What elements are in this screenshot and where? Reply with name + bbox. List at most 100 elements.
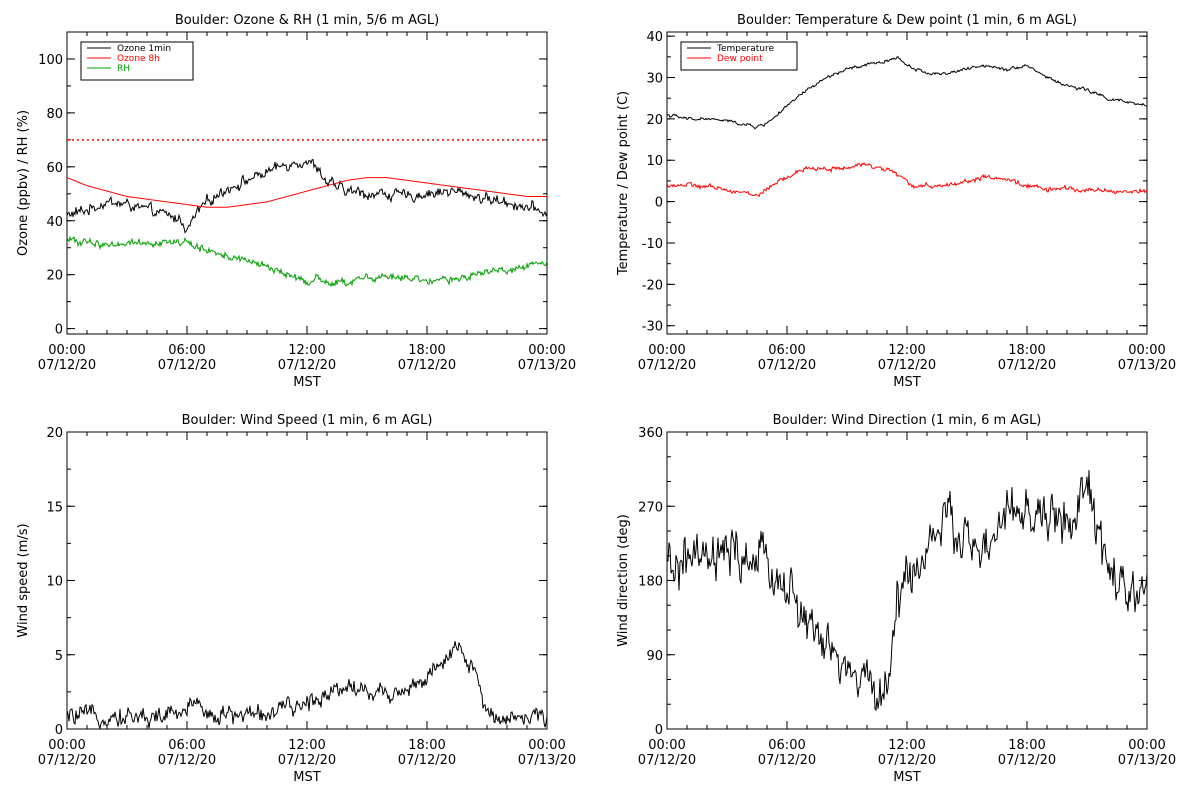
- y-tick-label: 0: [55, 323, 63, 338]
- chart-title: Boulder: Ozone & RH (1 min, 5/6 m AGL): [175, 13, 439, 28]
- chart-title: Boulder: Wind Speed (1 min, 6 m AGL): [182, 413, 433, 428]
- y-tick-label: 90: [646, 649, 663, 664]
- x-axis-label: MST: [893, 770, 920, 785]
- series-line-rh: [66, 235, 548, 288]
- y-tick-label: 0: [655, 196, 663, 211]
- y-tick-label: 20: [46, 426, 63, 441]
- x-tick-label-time: 18:00: [1008, 738, 1045, 753]
- y-tick-label: 10: [646, 154, 663, 169]
- x-tick-label-date: 07/12/20: [398, 753, 456, 768]
- x-axis-label: MST: [293, 375, 320, 390]
- series-line-ozone-1min: [66, 158, 548, 234]
- x-tick-label-time: 00:00: [1128, 343, 1165, 358]
- y-tick-label: -10: [642, 237, 663, 252]
- legend-label: RH: [117, 64, 130, 74]
- x-tick-label-time: 18:00: [408, 738, 445, 753]
- series-line-wind-direction: [666, 470, 1148, 712]
- y-tick-label: 180: [638, 575, 663, 590]
- x-tick-label-date: 07/12/20: [398, 358, 456, 373]
- y-tick-label: 80: [46, 107, 63, 122]
- x-tick-label-time: 06:00: [168, 738, 205, 753]
- chart-panel-ozone: Boulder: Ozone & RH (1 min, 5/6 m AGL) 0 2…: [16, 13, 576, 390]
- x-tick-label-date: 07/12/20: [758, 753, 816, 768]
- y-axis-label: Wind speed (m/s): [16, 523, 31, 637]
- x-tick-label-date: 07/12/20: [758, 358, 816, 373]
- y-axis-label: Temperature / Dew point (C): [616, 91, 631, 276]
- x-tick-label-time: 06:00: [168, 343, 205, 358]
- y-tick-label: 360: [638, 426, 663, 441]
- legend-label: Dew point: [717, 54, 763, 64]
- series-line-wind-speed: [66, 641, 548, 730]
- x-tick-label-date: 07/12/20: [638, 358, 696, 373]
- y-tick-label: 270: [638, 500, 663, 515]
- x-tick-label-date: 07/12/20: [878, 753, 936, 768]
- x-tick-label-time: 00:00: [648, 738, 685, 753]
- x-tick-label-date: 07/12/20: [278, 753, 336, 768]
- y-tick-label: 15: [46, 500, 63, 515]
- x-tick-label-date: 07/12/20: [998, 753, 1056, 768]
- x-tick-label-time: 00:00: [648, 343, 685, 358]
- x-tick-label-date: 07/12/20: [998, 358, 1056, 373]
- series-line-temperature: [666, 56, 1148, 130]
- x-tick-label-date: 07/12/20: [38, 358, 96, 373]
- chart-title: Boulder: Temperature & Dew point (1 min,…: [737, 13, 1077, 28]
- x-tick-label-time: 00:00: [1128, 738, 1165, 753]
- legend-label: Ozone 1min: [117, 44, 171, 54]
- legend-label: Temperature: [716, 44, 774, 54]
- x-tick-label-time: 00:00: [48, 738, 85, 753]
- x-tick-label-date: 07/12/20: [278, 358, 336, 373]
- y-axis-label: Ozone (ppbv) / RH (%): [16, 110, 31, 256]
- y-tick-label: -30: [642, 320, 663, 335]
- chart-panel-temperature: Boulder: Temperature & Dew point (1 min,…: [616, 13, 1176, 390]
- x-axis-label: MST: [893, 375, 920, 390]
- y-axis-label: Wind direction (deg): [616, 514, 631, 647]
- x-tick-label-date: 07/13/20: [1118, 358, 1176, 373]
- y-tick-label: 20: [646, 113, 663, 128]
- x-tick-label-date: 07/13/20: [518, 753, 576, 768]
- plot-frame: [666, 31, 1148, 335]
- x-tick-label-date: 07/12/20: [158, 358, 216, 373]
- y-tick-label: 40: [646, 30, 663, 45]
- y-tick-label: 0: [655, 723, 663, 738]
- y-tick-label: -20: [642, 278, 663, 293]
- x-tick-label-time: 12:00: [288, 738, 325, 753]
- x-tick-label-time: 12:00: [888, 343, 925, 358]
- x-axis-label: MST: [293, 770, 320, 785]
- plot-frame: [666, 431, 1148, 730]
- x-tick-label-time: 00:00: [528, 343, 565, 358]
- chart-panel-wind-direction: Boulder: Wind Direction (1 min, 6 m AGL)…: [616, 413, 1176, 785]
- x-tick-label-time: 06:00: [768, 738, 805, 753]
- y-tick-label: 100: [38, 53, 63, 68]
- y-tick-label: 60: [46, 161, 63, 176]
- y-tick-label: 0: [55, 723, 63, 738]
- x-tick-label-time: 06:00: [768, 343, 805, 358]
- x-tick-label-date: 07/13/20: [1118, 753, 1176, 768]
- x-tick-label-time: 00:00: [48, 343, 85, 358]
- y-tick-label: 5: [55, 649, 63, 664]
- legend-box: [680, 41, 798, 71]
- y-tick-label: 20: [46, 269, 63, 284]
- x-tick-label-time: 18:00: [408, 343, 445, 358]
- y-tick-label: 40: [46, 215, 63, 230]
- x-tick-label-date: 07/12/20: [878, 358, 936, 373]
- x-tick-label-date: 07/12/20: [38, 753, 96, 768]
- x-tick-label-time: 00:00: [528, 738, 565, 753]
- chart-panel-wind-speed: Boulder: Wind Speed (1 min, 6 m AGL) 0 5 10…: [16, 413, 576, 785]
- y-tick-label: 30: [646, 72, 663, 87]
- x-tick-label-date: 07/12/20: [638, 753, 696, 768]
- plot-frame: [66, 431, 548, 730]
- x-tick-label-time: 18:00: [1008, 343, 1045, 358]
- legend-label: Ozone 8h: [117, 54, 160, 64]
- x-tick-label-time: 12:00: [888, 738, 925, 753]
- x-tick-label-time: 12:00: [288, 343, 325, 358]
- series-line-dew-point: [666, 162, 1148, 198]
- chart-title: Boulder: Wind Direction (1 min, 6 m AGL): [773, 413, 1042, 428]
- y-tick-label: 10: [46, 575, 63, 590]
- series-line-ozone-8h: [66, 177, 547, 208]
- x-tick-label-date: 07/12/20: [158, 753, 216, 768]
- x-tick-label-date: 07/13/20: [518, 358, 576, 373]
